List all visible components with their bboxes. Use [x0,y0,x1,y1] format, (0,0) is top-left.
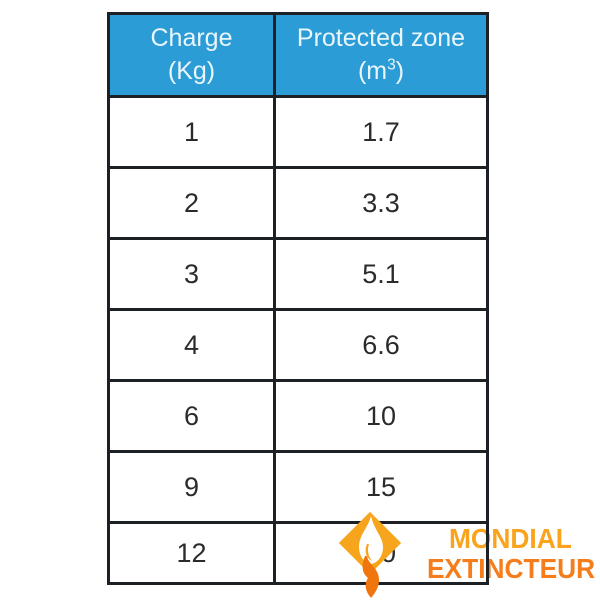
zone-cell: 3.3 [276,169,486,237]
charge-protected-zone-table: Charge (Kg) Protected zone (m3) 1 1.7 2 … [107,12,489,585]
zone-cell: 10 [276,382,486,450]
table-row: 4 6.6 [110,308,486,379]
header-charge-line2: (Kg) [167,57,216,85]
table-row: 9 15 [110,450,486,521]
charge-cell: 4 [110,311,276,379]
charge-cell: 12 [110,524,276,582]
zone-cell: 1.7 [276,98,486,166]
table-row: 1 1.7 [110,95,486,166]
charge-cell: 6 [110,382,276,450]
charge-cell: 2 [110,169,276,237]
header-protected-zone: Protected zone (m3) [276,15,486,95]
zone-cell: 6.6 [276,311,486,379]
table-bottom-border-segment [427,582,489,585]
flame-diamond-icon [338,511,402,598]
header-zone-line2: (m3) [357,56,405,85]
header-charge: Charge (Kg) [110,15,276,95]
table-row: 2 3.3 [110,166,486,237]
charge-cell: 3 [110,240,276,308]
zone-cell: 15 [276,453,486,521]
table-row: 6 10 [110,379,486,450]
header-charge-line1: Charge [150,24,233,52]
charge-cell: 9 [110,453,276,521]
charge-cell: 1 [110,98,276,166]
table-row: 3 5.1 [110,237,486,308]
zone-cell: 5.1 [276,240,486,308]
header-zone-line1: Protected zone [296,24,466,52]
logo-word-extincteur: EXTINCTEUR [427,553,596,584]
table-header-row: Charge (Kg) Protected zone (m3) [110,15,486,95]
logo-word-mondial: MONDIAL [449,523,572,554]
table-right-border-segment [486,518,489,585]
